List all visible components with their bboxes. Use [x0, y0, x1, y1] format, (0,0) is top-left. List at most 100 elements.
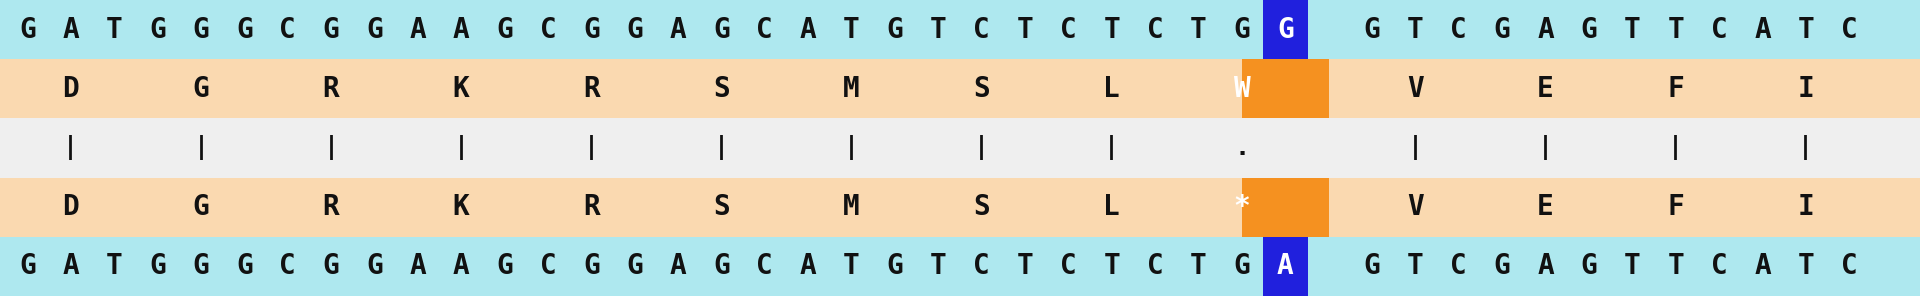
- Bar: [1242, 59, 1329, 118]
- Text: G: G: [1494, 16, 1511, 44]
- Text: C: C: [1146, 252, 1164, 280]
- Text: C: C: [1060, 16, 1077, 44]
- Text: T: T: [1104, 252, 1119, 280]
- Text: K: K: [453, 193, 470, 221]
- Text: G: G: [712, 252, 730, 280]
- Text: R: R: [323, 193, 340, 221]
- Text: A: A: [63, 252, 79, 280]
- Text: G: G: [712, 16, 730, 44]
- Text: |: |: [973, 136, 989, 160]
- Text: G: G: [19, 16, 36, 44]
- Text: R: R: [584, 193, 599, 221]
- Text: A: A: [801, 16, 816, 44]
- Text: S: S: [973, 193, 991, 221]
- Text: |: |: [1799, 136, 1812, 160]
- Bar: [0, 178, 1920, 237]
- Text: G: G: [192, 16, 209, 44]
- Text: |: |: [1538, 136, 1553, 160]
- Bar: [0, 0, 1920, 59]
- Text: G: G: [192, 75, 209, 103]
- Bar: [0, 59, 1920, 118]
- Text: I: I: [1797, 75, 1814, 103]
- Text: T: T: [1018, 16, 1033, 44]
- Text: G: G: [1363, 252, 1380, 280]
- Bar: [1242, 178, 1329, 237]
- Text: A: A: [1755, 16, 1770, 44]
- Text: T: T: [843, 16, 860, 44]
- Text: D: D: [63, 193, 79, 221]
- Text: T: T: [1190, 16, 1208, 44]
- Text: A: A: [1755, 252, 1770, 280]
- Text: A: A: [453, 252, 470, 280]
- Text: C: C: [1060, 252, 1077, 280]
- Text: S: S: [712, 75, 730, 103]
- Text: A: A: [670, 16, 687, 44]
- Text: G: G: [626, 252, 643, 280]
- Text: G: G: [236, 16, 253, 44]
- Text: G: G: [1233, 16, 1250, 44]
- Text: G: G: [150, 16, 165, 44]
- Text: E: E: [1538, 193, 1553, 221]
- Text: C: C: [756, 252, 774, 280]
- Text: G: G: [150, 252, 165, 280]
- Text: V: V: [1407, 193, 1425, 221]
- Text: C: C: [1711, 16, 1728, 44]
- Text: G: G: [236, 252, 253, 280]
- Text: |: |: [1104, 136, 1119, 160]
- Text: C: C: [973, 252, 991, 280]
- Text: G: G: [584, 252, 599, 280]
- Text: C: C: [756, 16, 774, 44]
- Text: D: D: [63, 75, 79, 103]
- Text: G: G: [626, 16, 643, 44]
- Text: T: T: [1018, 252, 1033, 280]
- Text: G: G: [1233, 252, 1250, 280]
- Text: C: C: [1146, 16, 1164, 44]
- Text: F: F: [1667, 193, 1684, 221]
- Text: R: R: [584, 75, 599, 103]
- Text: G: G: [192, 193, 209, 221]
- Text: T: T: [1797, 16, 1814, 44]
- Text: T: T: [106, 252, 123, 280]
- Text: R: R: [323, 75, 340, 103]
- Text: G: G: [495, 252, 513, 280]
- Text: G: G: [192, 252, 209, 280]
- Text: C: C: [278, 16, 296, 44]
- Text: F: F: [1667, 75, 1684, 103]
- Text: K: K: [453, 75, 470, 103]
- Bar: [1263, 237, 1308, 296]
- Text: |: |: [194, 136, 209, 160]
- Text: T: T: [1190, 252, 1208, 280]
- Text: T: T: [929, 16, 947, 44]
- Text: G: G: [584, 16, 599, 44]
- Text: I: I: [1797, 193, 1814, 221]
- Text: L: L: [1104, 75, 1119, 103]
- Text: A: A: [1538, 16, 1553, 44]
- Text: G: G: [1277, 16, 1294, 44]
- Bar: [0, 237, 1920, 296]
- Text: T: T: [1104, 16, 1119, 44]
- Text: V: V: [1407, 75, 1425, 103]
- Text: C: C: [1841, 16, 1857, 44]
- Text: G: G: [367, 16, 382, 44]
- Text: C: C: [278, 252, 296, 280]
- Text: A: A: [409, 16, 426, 44]
- Text: T: T: [1667, 252, 1684, 280]
- Text: |: |: [1407, 136, 1423, 160]
- Text: S: S: [973, 75, 991, 103]
- Text: |: |: [63, 136, 79, 160]
- Text: *: *: [1233, 193, 1250, 221]
- Text: G: G: [1580, 252, 1597, 280]
- Text: C: C: [540, 16, 557, 44]
- Text: S: S: [712, 193, 730, 221]
- Bar: [1263, 0, 1308, 59]
- Text: A: A: [801, 252, 816, 280]
- Text: M: M: [843, 193, 860, 221]
- Text: A: A: [670, 252, 687, 280]
- Text: A: A: [1538, 252, 1553, 280]
- Text: M: M: [843, 75, 860, 103]
- Text: C: C: [540, 252, 557, 280]
- Text: |: |: [714, 136, 730, 160]
- Text: G: G: [367, 252, 382, 280]
- Text: |: |: [584, 136, 599, 160]
- Text: .: .: [1235, 136, 1250, 160]
